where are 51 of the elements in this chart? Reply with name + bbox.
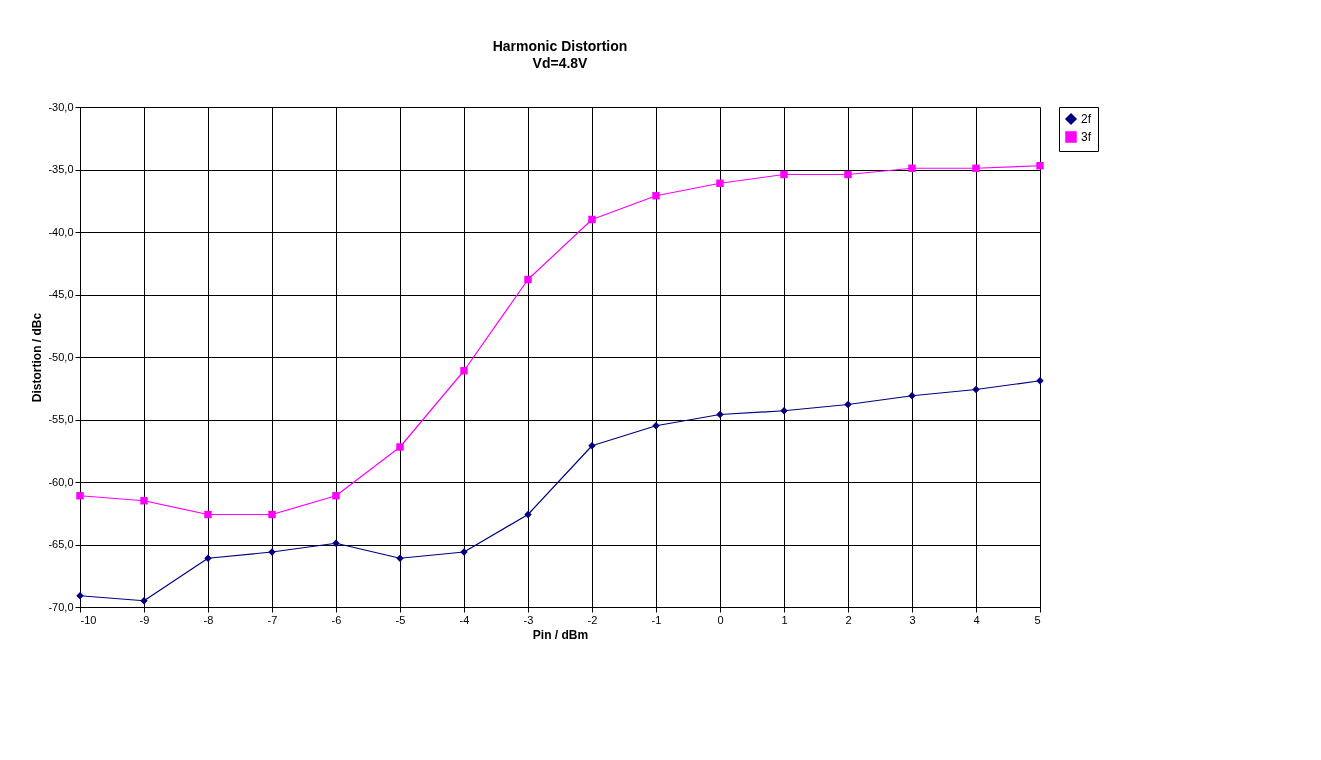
point	[268, 510, 276, 519]
legend-label: 3f	[1081, 130, 1092, 144]
point	[844, 170, 852, 179]
legend-label: 2f	[1081, 112, 1092, 126]
point	[1036, 162, 1044, 170]
y-axis-title: Distortion / dBc	[30, 312, 45, 403]
point	[588, 215, 596, 224]
point	[76, 492, 84, 500]
x-tick-label: -7	[267, 613, 278, 626]
x-tick-label: -6	[331, 613, 342, 626]
x-tick-label: -3	[523, 613, 534, 626]
x-tick-label: 2	[845, 613, 852, 626]
point	[716, 179, 724, 187]
x-tick-label: -9	[139, 613, 150, 626]
x-tick-label: 1	[781, 613, 788, 626]
y-tick-label: -65,0	[48, 538, 74, 550]
chart-title: Harmonic Distortion	[492, 38, 628, 54]
point	[460, 367, 468, 375]
x-tick-label: 0	[717, 613, 724, 626]
point	[972, 385, 980, 394]
point	[716, 410, 724, 419]
y-tick-label: -55,0	[48, 413, 74, 425]
y-tick-label: -35,0	[48, 163, 74, 175]
y-tick-label: -50,0	[48, 350, 74, 363]
point	[844, 400, 852, 409]
x-axis-title: Pin / dBm	[532, 627, 589, 642]
x-tick-label: 4	[973, 613, 980, 626]
point	[652, 192, 660, 200]
chart-subtitle: Vd=4.8V	[532, 55, 589, 71]
point	[396, 443, 404, 451]
point	[524, 510, 532, 519]
x-tick-label: 5	[1034, 613, 1041, 626]
y-tick-label: -30,0	[48, 100, 74, 113]
point	[204, 510, 212, 519]
y-tick-label: -45,0	[48, 288, 74, 300]
y-tick-label: -60,0	[48, 475, 74, 488]
point	[140, 497, 148, 505]
point	[908, 164, 916, 172]
x-tick-label: -5	[395, 613, 406, 626]
x-tick-label: -8	[203, 613, 214, 626]
x-tick-label: -4	[459, 613, 470, 626]
point	[332, 492, 340, 500]
x-tick-label: 3	[909, 613, 916, 626]
y-tick-label: -70,0	[48, 600, 74, 613]
point	[780, 170, 788, 179]
x-tick-label: -10	[80, 613, 97, 626]
y-tick-label: -40,0	[48, 225, 74, 238]
point	[972, 164, 980, 172]
x-tick-label: -2	[587, 613, 598, 626]
x-tick-label: -1	[651, 613, 662, 626]
point	[524, 275, 532, 284]
